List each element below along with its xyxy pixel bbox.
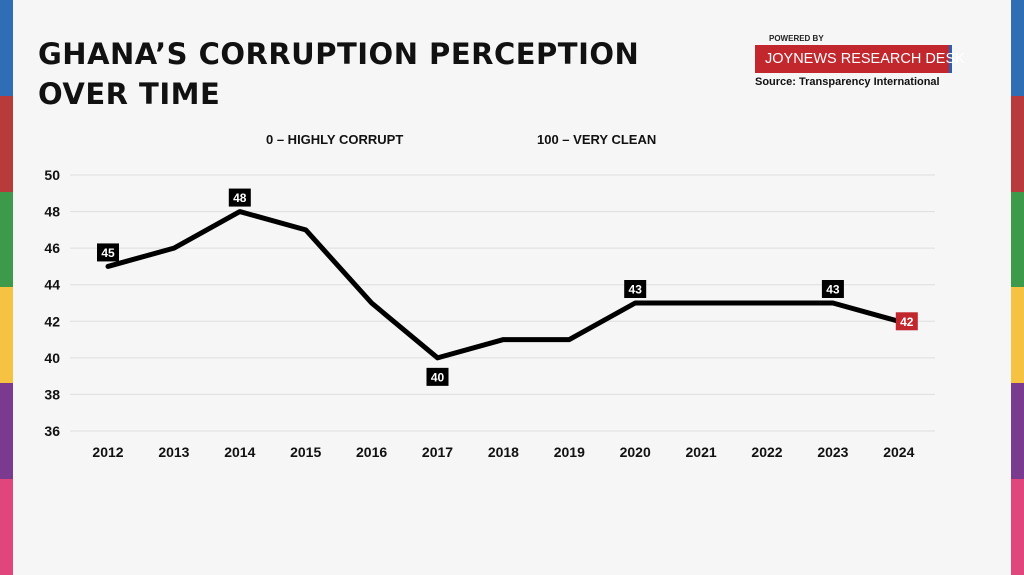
x-tick-label: 2017 [422, 444, 453, 460]
right-color-stripe [1011, 0, 1024, 575]
y-tick-label: 46 [44, 240, 60, 256]
left-stripe-segment [0, 287, 13, 384]
data-label-box [97, 243, 119, 262]
scale-note-high: 100 – VERY CLEAN [537, 132, 657, 147]
brand-badge: JOYNEWS RESEARCH DESK [755, 45, 965, 73]
x-tick-label: 2019 [554, 444, 585, 460]
data-label: 48 [233, 191, 247, 205]
data-label-box [624, 280, 647, 298]
data-label: 45 [101, 246, 115, 260]
data-label: 43 [826, 283, 840, 297]
left-stripe-segment [0, 0, 13, 96]
y-tick-label: 40 [44, 350, 60, 366]
powered-by-label: POWERED BY [769, 34, 824, 43]
series-line [105, 209, 902, 361]
data-label: 40 [431, 370, 445, 384]
x-tick-label: 2012 [92, 444, 123, 460]
x-tick-label: 2018 [488, 444, 519, 460]
data-label-box [228, 188, 251, 207]
chart-title: GHANA’S CORRUPTION PERCEPTION OVER TIME [38, 37, 640, 111]
brand-block: POWERED BY JOYNEWS RESEARCH DESK Source:… [755, 34, 965, 88]
right-stripe-segment [1011, 479, 1024, 575]
y-tick-label: 44 [44, 277, 60, 293]
x-tick-label: 2021 [686, 444, 717, 460]
x-tick-label: 2020 [620, 444, 651, 460]
right-stripe-segment [1011, 95, 1024, 192]
data-label: 42 [900, 315, 914, 329]
y-tick-label: 42 [44, 313, 60, 329]
x-tick-label: 2014 [224, 444, 255, 460]
right-stripe-segment [1011, 0, 1024, 96]
scale-note-low: 0 – HIGHLY CORRUPT [266, 132, 404, 147]
x-tick-label: 2022 [751, 444, 782, 460]
data-label-box [895, 312, 918, 331]
x-tick-label: 2015 [290, 444, 321, 460]
data-label: 43 [629, 283, 643, 297]
y-tick-label: 38 [44, 386, 60, 402]
x-tick-label: 2013 [158, 444, 189, 460]
left-stripe-segment [0, 191, 13, 288]
left-stripe-segment [0, 479, 13, 575]
right-stripe-segment [1011, 191, 1024, 288]
y-tick-label: 48 [44, 204, 60, 220]
x-tick-label: 2016 [356, 444, 387, 460]
right-stripe-segment [1011, 287, 1024, 384]
left-color-stripe [0, 0, 13, 575]
x-tick-label: 2023 [817, 444, 848, 460]
y-tick-label: 50 [44, 167, 60, 183]
y-tick-label: 36 [44, 423, 60, 439]
right-stripe-segment [1011, 383, 1024, 480]
x-tick-label: 2024 [883, 444, 914, 460]
left-stripe-segment [0, 95, 13, 192]
data-label-box [426, 367, 449, 386]
source-note: Source: Transparency International [755, 76, 940, 88]
data-label-box [821, 280, 844, 298]
left-stripe-segment [0, 383, 13, 480]
